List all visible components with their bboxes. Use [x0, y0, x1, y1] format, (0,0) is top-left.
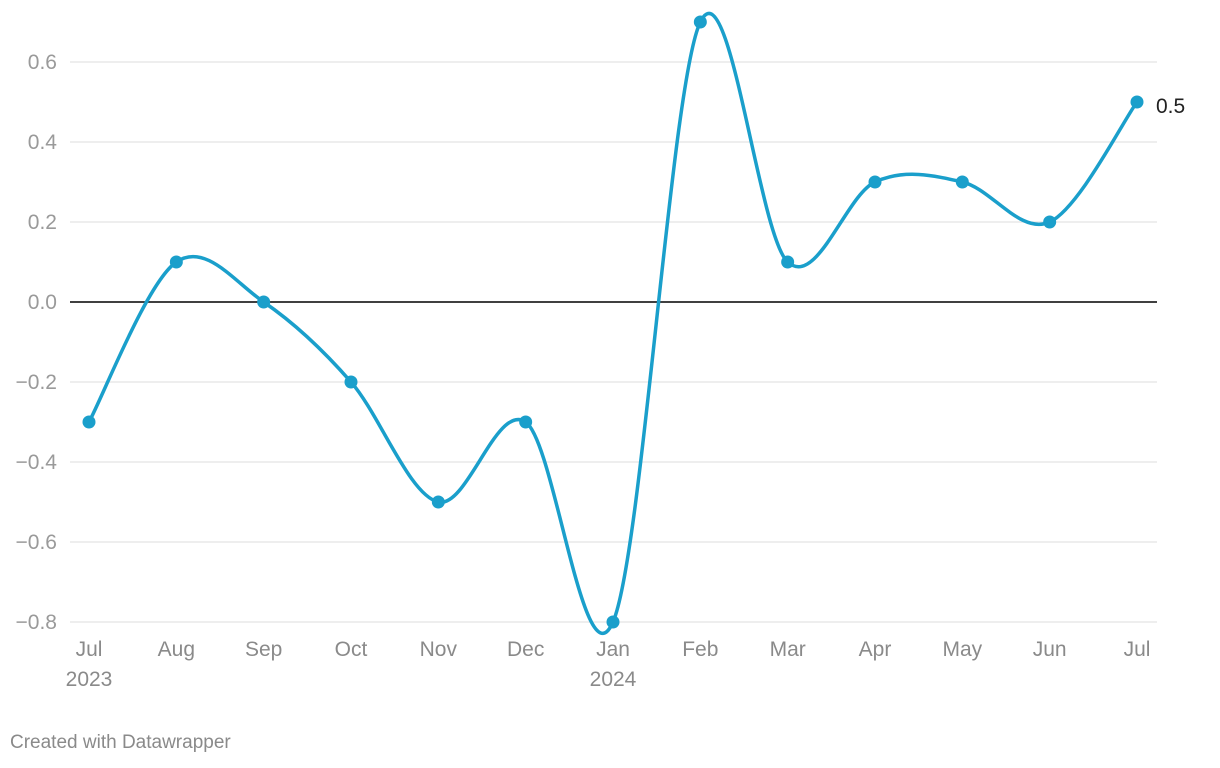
gridlines	[70, 61, 1157, 623]
end-value-label: 0.5	[1156, 95, 1185, 118]
x-tick-label: Feb	[682, 638, 718, 661]
line-chart: 0.6 0.4 0.2 0.0 −0.2 −0.4 −0.6 −0.8 Jul 2023 Aug S…	[16, 11, 1185, 691]
y-tick-label: −0.8	[16, 611, 57, 634]
data-point	[344, 375, 358, 389]
data-labels: 0.5	[1156, 95, 1185, 118]
x-tick-label: Mar	[770, 638, 806, 661]
data-point	[257, 295, 271, 309]
data-point	[868, 175, 882, 189]
y-tick-label: −0.2	[16, 371, 57, 394]
credit-footer: Created with Datawrapper	[10, 732, 231, 753]
x-tick-label: Dec	[507, 638, 544, 661]
y-tick-label: 0.6	[28, 51, 57, 74]
y-tick-label: −0.6	[16, 531, 57, 554]
x-tick-year-label: 2023	[66, 668, 113, 691]
y-tick-label: 0.2	[28, 211, 57, 234]
x-tick-label: Nov	[420, 638, 458, 661]
x-tick-year-label: 2024	[590, 668, 637, 691]
x-tick-label: Aug	[158, 638, 195, 661]
data-point	[1043, 215, 1057, 229]
x-tick-label: Apr	[859, 638, 892, 661]
data-point	[1130, 95, 1144, 109]
x-tick-label: Jan	[596, 638, 630, 661]
data-series	[82, 11, 1144, 636]
data-point	[781, 255, 795, 269]
y-axis-ticks: 0.6 0.4 0.2 0.0 −0.2 −0.4 −0.6 −0.8	[16, 51, 58, 634]
data-point	[519, 415, 533, 429]
data-point	[82, 415, 96, 429]
series-line	[87, 11, 1139, 636]
data-point	[955, 175, 969, 189]
x-tick-label: Jun	[1033, 638, 1067, 661]
x-tick-label: Sep	[245, 638, 282, 661]
x-tick-label: Jul	[76, 638, 103, 661]
data-point	[431, 495, 445, 509]
data-point	[169, 255, 183, 269]
x-tick-label: Jul	[1124, 638, 1151, 661]
x-tick-label: May	[942, 638, 982, 661]
data-point	[606, 615, 620, 629]
y-tick-label: 0.4	[28, 131, 58, 154]
x-axis-ticks: Jul 2023 Aug Sep Oct Nov Dec Jan 2024 Feb Mar Apr Ma…	[66, 638, 1151, 691]
y-tick-label: −0.4	[16, 451, 58, 474]
x-tick-label: Oct	[335, 638, 368, 661]
data-point	[693, 15, 707, 29]
y-tick-label: 0.0	[28, 291, 57, 314]
